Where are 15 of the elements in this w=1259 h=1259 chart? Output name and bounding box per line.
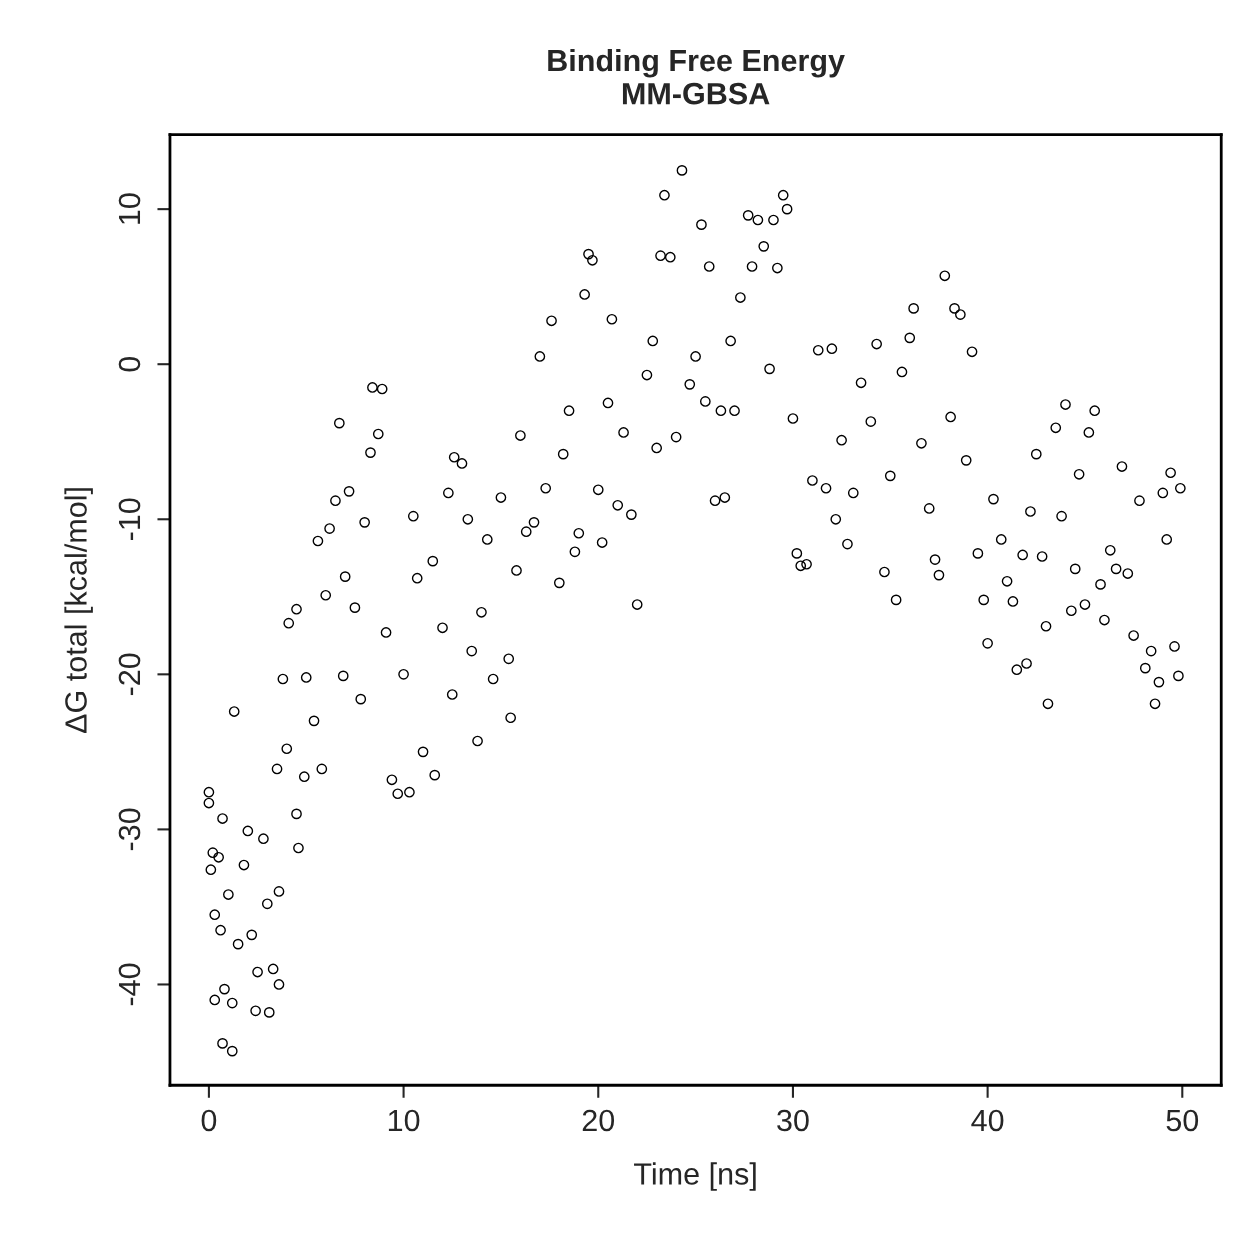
y-tick-label: -10 xyxy=(118,498,141,540)
x-tick-label: 30 xyxy=(777,1109,809,1132)
y-tick-label: -40 xyxy=(118,963,141,1006)
y-tick-label: 0 xyxy=(118,356,141,372)
x-tick-label: 40 xyxy=(971,1109,1004,1132)
y-tick-label: -30 xyxy=(118,808,141,851)
y-tick-label: -20 xyxy=(118,653,141,696)
y-axis-title: ΔG total [kcal/mol] xyxy=(64,488,93,734)
x-tick-label: 0 xyxy=(201,1109,217,1132)
x-tick-label: 10 xyxy=(388,1109,420,1132)
y-tick-label: 10 xyxy=(118,193,141,224)
x-tick-label: 20 xyxy=(582,1109,615,1132)
x-tick-label: 50 xyxy=(1166,1109,1199,1132)
x-axis-title: Time [ns] xyxy=(634,1162,756,1191)
chart-title: Binding Free Energy MM-GBSA xyxy=(548,48,845,105)
